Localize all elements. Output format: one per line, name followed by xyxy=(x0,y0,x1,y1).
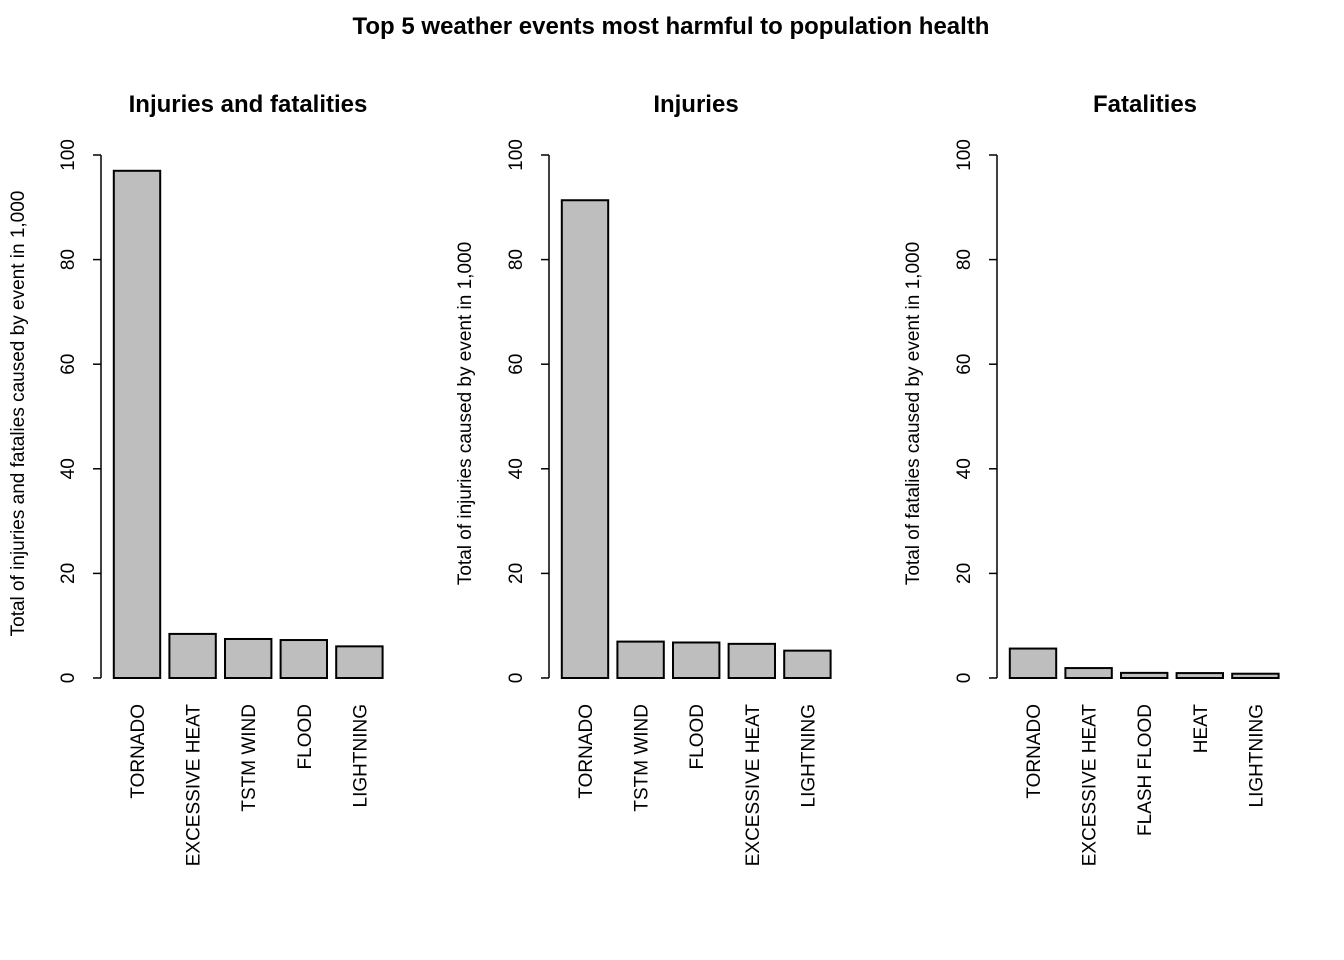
y-axis-label: Total of fatalies caused by event in 1,0… xyxy=(903,242,924,585)
y-tick-label: 20 xyxy=(954,563,975,584)
y-tick-label: 100 xyxy=(58,139,79,171)
bar-heat xyxy=(1175,672,1224,680)
category-label: FLOOD xyxy=(295,704,316,769)
category-label: EXCESSIVE HEAT xyxy=(184,704,205,867)
y-tick-label: 80 xyxy=(58,249,79,270)
y-tick-label: 40 xyxy=(954,458,975,479)
category-label: FLASH FLOOD xyxy=(1135,704,1156,836)
y-tick-label: 80 xyxy=(506,249,527,270)
y-tick-label: 60 xyxy=(506,354,527,375)
bar-excessive-heat xyxy=(1064,667,1113,679)
bar-flood xyxy=(279,639,329,680)
category-label: LIGHTNING xyxy=(798,704,819,807)
y-tick-label: 60 xyxy=(58,354,79,375)
panel-title: Injuries xyxy=(653,91,738,118)
category-label: TSTM WIND xyxy=(632,704,653,812)
y-tick-label: 60 xyxy=(954,354,975,375)
panel-title: Fatalities xyxy=(1093,91,1197,118)
chart-panel-2: Injuries 0 20 40 60 80 100 Total of injuries ca… xyxy=(455,91,832,867)
y-tick-label: 0 xyxy=(506,673,527,684)
category-label: TORNADO xyxy=(128,704,149,799)
bar-tstm-wind xyxy=(616,640,665,679)
chart-panels: Injuries and fatalities 0 20 40 60 80 100 Total… xyxy=(8,91,1280,867)
y-tick-label: 20 xyxy=(506,563,527,584)
category-label: FLOOD xyxy=(687,704,708,769)
y-axis-label: Total of injuries and fatalies caused by… xyxy=(8,191,29,637)
category-label: TORNADO xyxy=(1024,704,1045,799)
y-tick-label: 100 xyxy=(954,139,975,171)
category-label: TORNADO xyxy=(576,704,597,799)
figure-title: Top 5 weather events most harmful to pop… xyxy=(353,13,990,40)
category-label: LIGHTNING xyxy=(1246,704,1267,807)
bar-lightning xyxy=(1231,672,1280,680)
bar-flash-flood xyxy=(1120,671,1169,679)
panel-title: Injuries and fatalities xyxy=(129,91,368,118)
y-tick-label: 80 xyxy=(954,249,975,270)
bar-flood xyxy=(672,641,721,679)
y-tick-label: 0 xyxy=(954,673,975,684)
y-axis-label: Total of injuries caused by event in 1,0… xyxy=(455,242,476,585)
bar-excessive-heat xyxy=(727,642,776,679)
y-tick-label: 40 xyxy=(58,458,79,479)
bar-tornado xyxy=(112,169,162,680)
category-label: TSTM WIND xyxy=(239,704,260,812)
bar-tstm-wind xyxy=(224,637,273,679)
bar-tornado xyxy=(560,199,610,679)
category-label: LIGHTNING xyxy=(350,704,371,807)
y-tick-label: 20 xyxy=(58,563,79,584)
category-label: EXCESSIVE HEAT xyxy=(743,704,764,867)
category-label: EXCESSIVE HEAT xyxy=(1080,704,1101,867)
bar-excessive-heat xyxy=(168,632,217,679)
bar-tornado xyxy=(1008,647,1058,680)
y-tick-label: 40 xyxy=(506,458,527,479)
category-label: HEAT xyxy=(1191,704,1212,754)
y-tick-label: 0 xyxy=(58,673,79,684)
chart-panel-3: Fatalities 0 20 40 60 80 100 Total of fatalies … xyxy=(903,91,1280,867)
y-tick-label: 100 xyxy=(506,139,527,171)
bar-lightning xyxy=(783,649,832,679)
bar-lightning xyxy=(335,645,384,680)
chart-panel-1: Injuries and fatalities 0 20 40 60 80 100 Total… xyxy=(8,91,384,867)
